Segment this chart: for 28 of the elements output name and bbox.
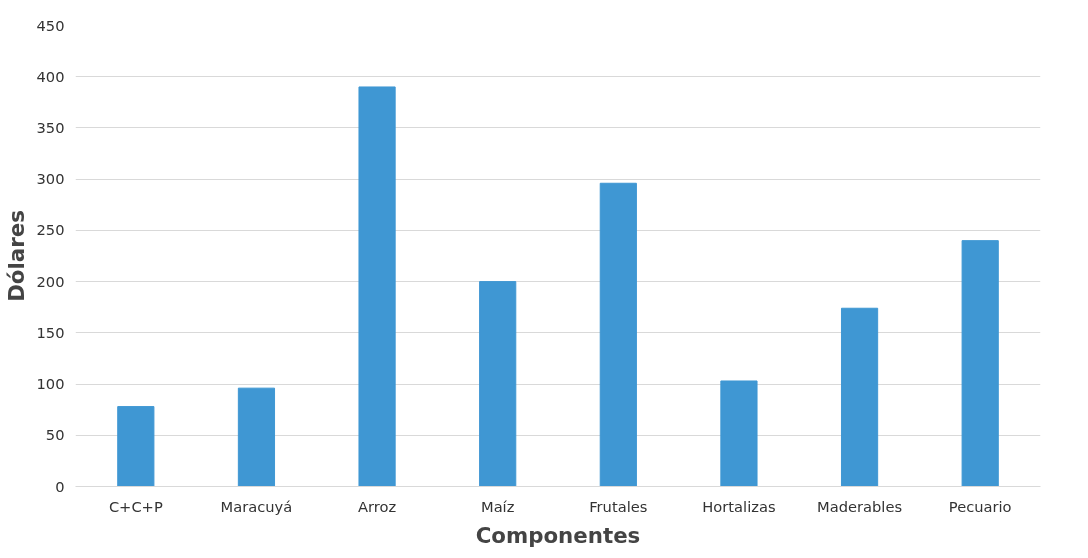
bar	[479, 281, 517, 487]
y-tick-label: 100	[36, 375, 65, 393]
x-tick-label: Arroz	[357, 497, 397, 515]
x-tick-label: Maracuyá	[220, 497, 293, 515]
bar	[961, 240, 999, 487]
x-tick-label: C+C+P	[108, 497, 163, 515]
y-tick-label: 350	[36, 118, 65, 136]
y-tick-label: 200	[36, 272, 65, 290]
y-tick-label: 50	[45, 426, 65, 444]
y-axis-title: Dólares	[3, 210, 29, 302]
x-tick-label: Maderables	[817, 497, 903, 515]
bar	[720, 380, 758, 487]
y-tick-label: 250	[36, 221, 65, 239]
x-tick-label: Frutales	[589, 497, 648, 515]
bar	[237, 387, 276, 487]
x-tick-label: Hortalizas	[702, 497, 776, 515]
x-tick-label: Maíz	[480, 497, 515, 515]
x-tick-label: Pecuario	[948, 497, 1012, 515]
bar	[358, 86, 396, 487]
bar	[840, 307, 879, 487]
y-tick-label: 450	[36, 16, 65, 34]
y-tick-label: 0	[55, 477, 65, 495]
bar	[117, 406, 155, 487]
x-axis-title: Componentes	[475, 522, 641, 548]
y-tick-label: 150	[36, 323, 65, 341]
bar	[599, 182, 637, 487]
y-tick-label: 400	[36, 67, 65, 85]
y-tick-label: 300	[36, 170, 65, 188]
